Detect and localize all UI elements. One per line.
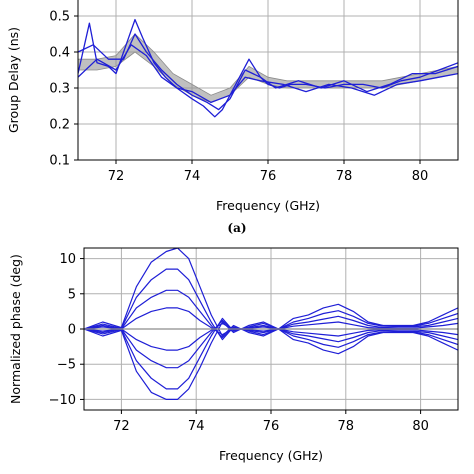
y-tick-label: 5 <box>68 287 76 302</box>
series-line-6 <box>84 319 458 369</box>
series-line-3 <box>84 289 458 339</box>
series-line-1 <box>84 248 458 337</box>
x-tick-label: 74 <box>184 169 201 184</box>
y-tick-label: 10 <box>59 252 76 267</box>
x-tick-label: 72 <box>108 169 125 184</box>
x-tick-label: 80 <box>412 419 429 434</box>
chart-panel-2: 72 74 76 78 80 −10 −5 0 5 10 Frequency (GHz) Normal… <box>8 247 459 463</box>
series-line-2 <box>84 268 458 341</box>
series-line-5 <box>84 322 458 351</box>
y-tick-label: 0.4 <box>49 46 70 61</box>
x-axis-label: Frequency (GHz) <box>216 198 320 213</box>
y-tick-label: 0 <box>68 323 76 338</box>
series-line-4 <box>84 307 458 336</box>
x-tick-label: 76 <box>260 169 277 184</box>
y-tick-label: 0.5 <box>49 10 70 25</box>
plot-area <box>84 248 458 400</box>
series-line-3 <box>78 44 458 104</box>
y-tick-label: 0.2 <box>49 118 70 133</box>
x-tick-label: 76 <box>263 419 280 434</box>
panel-caption: (a) <box>227 221 246 235</box>
series-line-7 <box>84 317 458 390</box>
x-tick-label: 78 <box>338 419 355 434</box>
y-axis-label: Group Delay (ns) <box>6 27 21 133</box>
x-tick-label: 80 <box>412 169 429 184</box>
y-tick-label: 0.1 <box>49 154 70 169</box>
y-tick-label: −5 <box>57 358 76 373</box>
x-tick-label: 78 <box>336 169 353 184</box>
x-axis-label: Frequency (GHz) <box>219 448 323 463</box>
series-line-2 <box>78 33 458 111</box>
y-tick-label: 0.3 <box>49 82 70 97</box>
x-tick-label: 72 <box>113 419 130 434</box>
plot-area <box>78 18 458 118</box>
y-tick-label: −10 <box>49 393 76 408</box>
x-tick-label: 74 <box>188 419 205 434</box>
y-axis-label: Normalized phase (deg) <box>8 254 23 404</box>
series-line-8 <box>84 321 458 400</box>
